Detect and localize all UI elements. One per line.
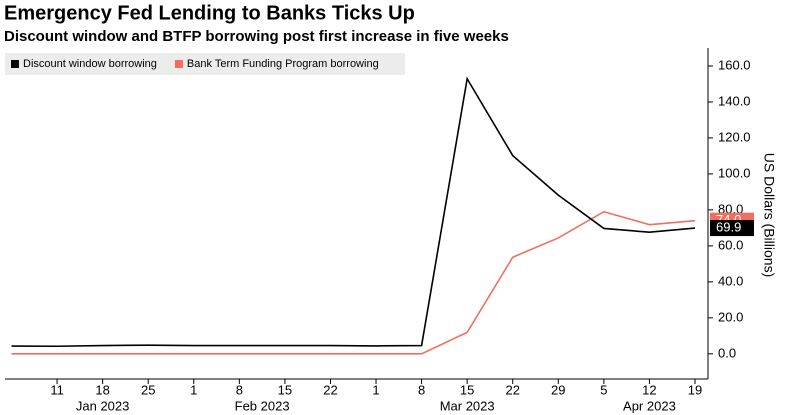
y-tick-label: 140.0 bbox=[718, 93, 751, 108]
legend-label: Bank Term Funding Program borrowing bbox=[187, 58, 379, 70]
y-axis-label: US Dollars (Billions) bbox=[761, 153, 777, 277]
x-tick-label: 19 bbox=[688, 382, 702, 397]
y-tick-label: 160.0 bbox=[718, 57, 751, 72]
x-tick-label: 25 bbox=[141, 382, 155, 397]
series-line bbox=[11, 76, 696, 348]
end-label-box bbox=[710, 220, 754, 237]
chart-title: Emergency Fed Lending to Banks Ticks Up bbox=[4, 2, 415, 24]
legend-swatch bbox=[11, 60, 19, 68]
end-label: 69.9 bbox=[716, 220, 741, 235]
x-tick-label: 5 bbox=[600, 382, 607, 397]
y-tick-label: 120.0 bbox=[718, 129, 751, 144]
legend-background bbox=[5, 53, 405, 75]
y-tick-label: 60.0 bbox=[718, 237, 743, 252]
month-label: Jan 2023 bbox=[76, 398, 130, 413]
month-label: Mar 2023 bbox=[440, 398, 495, 413]
y-tick-label: 0.0 bbox=[718, 345, 736, 360]
x-tick-label: 1 bbox=[190, 382, 197, 397]
x-tick-label: 22 bbox=[323, 382, 337, 397]
y-tick-label: 40.0 bbox=[718, 273, 743, 288]
x-tick-label: 8 bbox=[418, 382, 425, 397]
x-tick-label: 15 bbox=[460, 382, 474, 397]
month-label: Apr 2023 bbox=[623, 398, 676, 413]
chart-subtitle: Discount window and BTFP borrowing post … bbox=[4, 28, 509, 45]
x-tick-label: 12 bbox=[642, 382, 656, 397]
month-label: Feb 2023 bbox=[235, 398, 290, 413]
y-tick-label: 80.0 bbox=[718, 201, 743, 216]
x-tick-label: 29 bbox=[551, 382, 565, 397]
x-tick-label: 8 bbox=[236, 382, 243, 397]
y-tick-label: 100.0 bbox=[718, 165, 751, 180]
legend-swatch bbox=[174, 60, 183, 68]
x-tick-label: 22 bbox=[505, 382, 519, 397]
x-tick-label: 18 bbox=[95, 382, 109, 397]
series-line bbox=[11, 210, 696, 355]
y-tick-label: 20.0 bbox=[718, 309, 743, 324]
legend-label: Discount window borrowing bbox=[23, 58, 157, 70]
x-tick-label: 11 bbox=[50, 382, 64, 397]
x-tick-label: 15 bbox=[278, 382, 292, 397]
x-tick-label: 1 bbox=[372, 382, 379, 397]
